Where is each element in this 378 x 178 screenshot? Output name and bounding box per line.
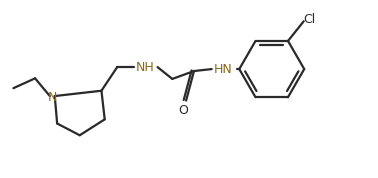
Text: Cl: Cl bbox=[304, 13, 316, 26]
Text: HN: HN bbox=[214, 63, 233, 76]
Text: NH: NH bbox=[135, 61, 154, 74]
Text: O: O bbox=[178, 104, 188, 117]
Text: N: N bbox=[48, 91, 57, 104]
